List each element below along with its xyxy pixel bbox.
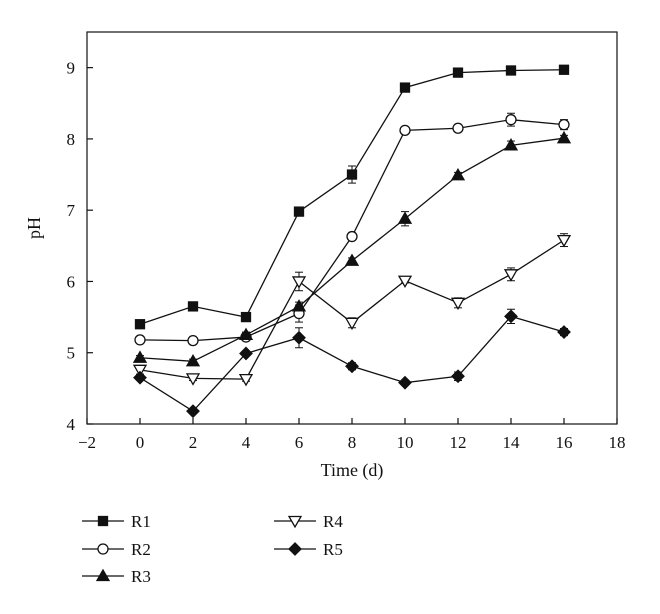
x-tick-label: −2 [78,433,96,452]
legend-item-r2: R2 [82,540,151,559]
series-r5-point [292,330,306,345]
y-axis-label: pH [24,217,44,239]
series-r4-point [238,373,254,387]
legend: R1 R2 R3 R4 R5 [82,512,343,586]
series-r4 [132,233,572,387]
legend-item-r5: R5 [274,540,343,559]
x-tick-label: 4 [242,433,251,452]
x-tick-label: 14 [503,433,521,452]
series-r5-point [186,404,200,419]
x-tick-label: 16 [556,433,573,452]
series-r1-point [505,65,517,76]
y-axis-ticks: 4 5 6 7 8 9 [67,59,93,434]
legend-item-r4: R4 [274,512,343,531]
series-r1 [134,64,570,330]
series-r1-point [399,82,411,93]
series-r1-point [293,206,305,217]
series-r5 [133,308,571,419]
y-tick-label: 8 [67,130,76,149]
series-r1-point [558,64,570,75]
series-r3-point [344,253,360,266]
legend-marker [97,543,109,555]
legend-marker [95,568,111,582]
y-tick-label: 6 [67,272,76,291]
series-r2-line [139,119,565,342]
legend-label: R1 [131,512,151,531]
legend-marker [287,515,303,529]
series-r2-point [452,122,464,134]
series-r4-point [503,269,519,282]
legend-marker [97,515,109,527]
x-tick-label: 12 [450,433,467,452]
series-r2-point [505,114,517,126]
series-r5-point [451,369,465,384]
legend-label: R5 [323,540,343,559]
series-r5-point [398,375,412,390]
series-r3-point [132,350,148,363]
series-r5-point [345,359,359,374]
x-tick-label: 2 [189,433,198,452]
x-tick-label: 18 [609,433,626,452]
x-tick-label: 10 [397,433,414,452]
x-axis-label: Time (d) [321,460,384,481]
legend-marker [288,542,302,556]
series-r5-point [557,325,571,339]
series-r4-point [450,297,466,311]
series-r3-point [450,167,466,181]
series-r5-point [504,309,518,324]
series-r2-point [187,334,199,347]
series-r3-point [503,138,519,151]
series-r3-point [238,327,254,341]
series-r3-point [185,353,201,367]
legend-item-r1: R1 [82,512,151,531]
series-r1-line [139,69,565,325]
series-r1-point [187,301,199,312]
series-r5-point [133,370,147,385]
legend-label: R3 [131,567,151,586]
y-tick-label: 9 [67,59,76,78]
series-r4-point [291,276,307,289]
x-tick-label: 8 [348,433,357,452]
series-r1-point [452,67,464,78]
x-tick-label: 6 [295,433,304,452]
series-r1-point [240,311,252,323]
series-r3-point [556,130,572,144]
series-r2 [134,112,570,347]
legend-label: R4 [323,512,343,531]
series-r4-point [397,275,413,289]
x-tick-label: 0 [136,433,145,452]
series-r5-point [239,346,253,361]
series-r4-point [185,373,201,386]
series-r2-point [346,230,358,243]
series-r3 [132,130,572,367]
series-r2-point [558,119,570,131]
series-r2-point [399,124,411,137]
series-r3-point [291,299,307,312]
series-r2-point [134,334,146,346]
y-tick-label: 5 [67,344,76,363]
legend-item-r3: R3 [82,567,151,586]
series-r4-point [556,234,572,248]
series-r1-point [134,319,146,330]
series-r1-point [346,169,358,180]
x-axis-ticks: −2 0 2 4 6 8 10 12 14 16 18 [78,418,626,452]
y-tick-label: 7 [67,201,76,220]
series-r3-point [397,211,413,224]
series-r4-point [132,364,148,378]
series-r4-point [344,317,360,331]
legend-label: R2 [131,540,151,559]
series-layer [132,64,572,419]
y-tick-label: 4 [67,415,76,434]
